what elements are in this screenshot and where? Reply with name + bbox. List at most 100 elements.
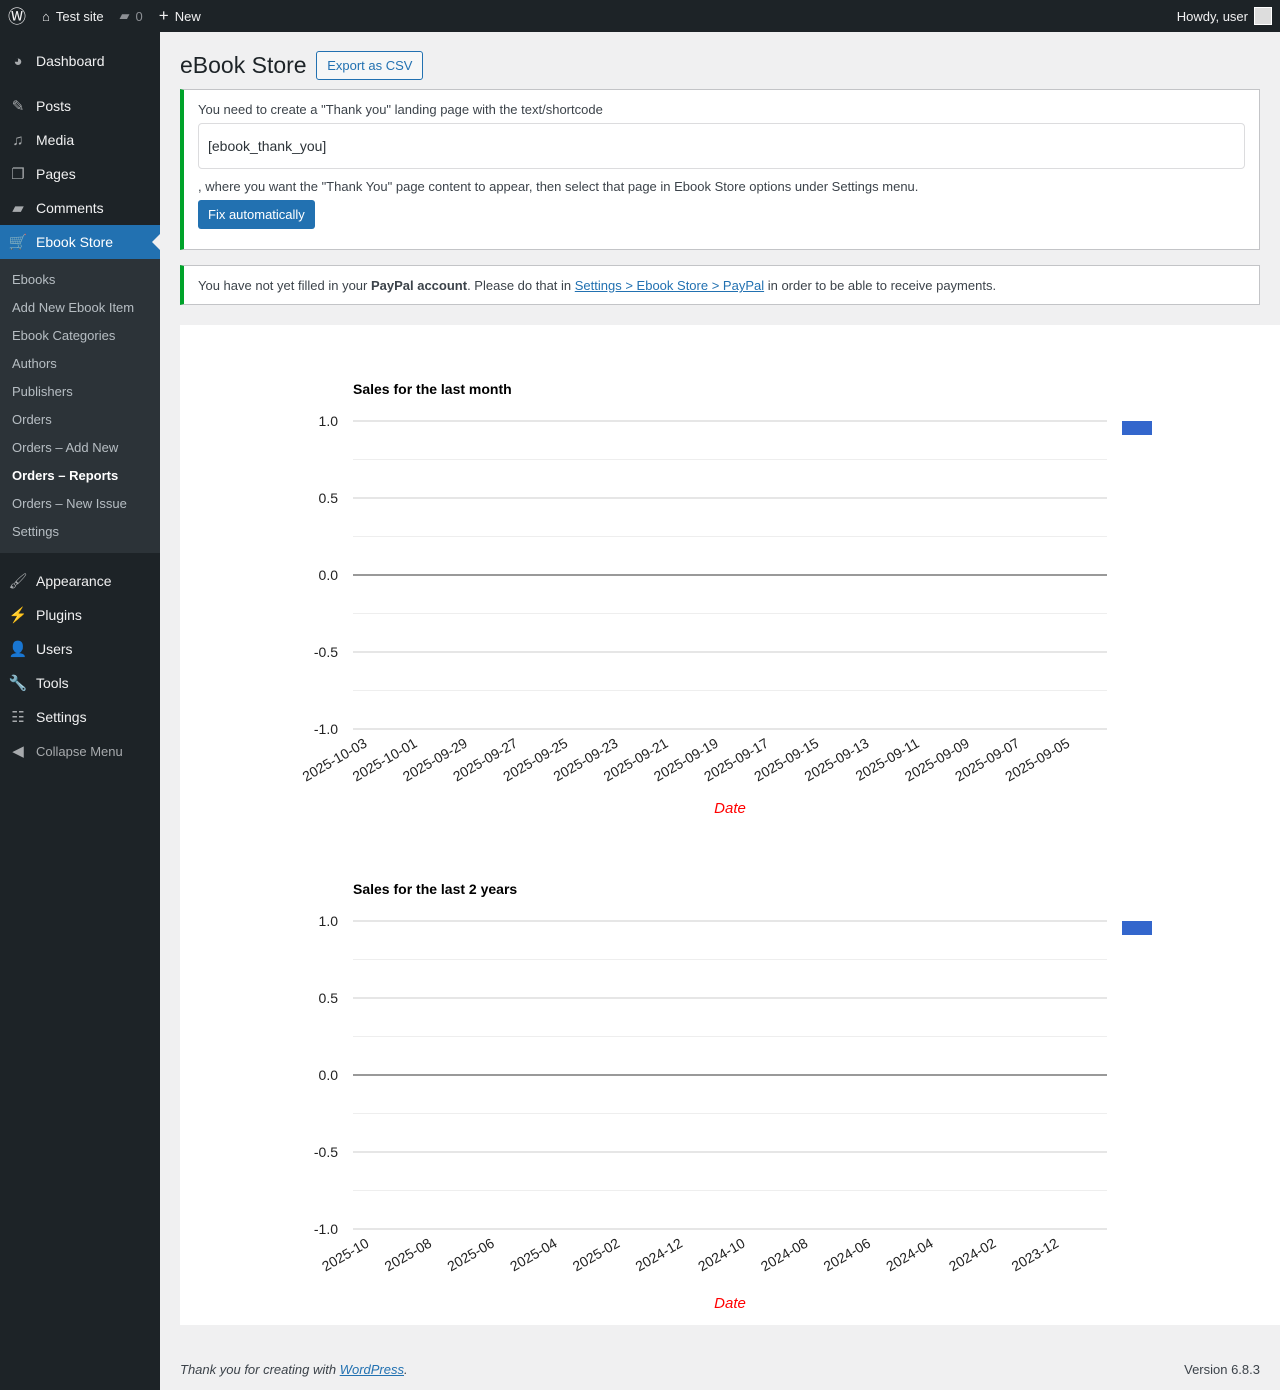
y-tick-label: -0.5 bbox=[314, 644, 338, 660]
comments-link[interactable]: ▰ 0 bbox=[112, 0, 151, 32]
footer-text: Thank you for creating with bbox=[180, 1362, 340, 1377]
sidebar-item-posts[interactable]: ✎ Posts bbox=[0, 89, 160, 123]
sidebar-item-pages[interactable]: ❐ Pages bbox=[0, 157, 160, 191]
legend-swatch bbox=[1122, 421, 1152, 435]
y-tick-label: -1.0 bbox=[314, 721, 338, 737]
comment-count: 0 bbox=[135, 8, 143, 24]
submenu-ebook-categories[interactable]: Ebook Categories bbox=[12, 328, 116, 343]
cart-icon: 🛒 bbox=[8, 234, 28, 251]
shortcode-field[interactable]: [ebook_thank_you] bbox=[198, 123, 1245, 169]
legend-swatch bbox=[1122, 921, 1152, 935]
new-content-link[interactable]: + New bbox=[151, 0, 209, 32]
label: Dashboard bbox=[36, 53, 105, 69]
submenu-authors[interactable]: Authors bbox=[12, 356, 57, 371]
brush-icon: 🖌 bbox=[8, 573, 28, 590]
x-axis-label: Date bbox=[714, 800, 746, 817]
sidebar-item-dashboard[interactable]: ◕ Dashboard bbox=[0, 44, 160, 78]
x-axis-label: Date bbox=[714, 1295, 746, 1312]
sidebar-item-comments[interactable]: ▰ Comments bbox=[0, 191, 160, 225]
pages-icon: ❐ bbox=[11, 166, 25, 183]
plus-icon: + bbox=[158, 6, 169, 25]
x-tick-label: 2023-12 bbox=[1009, 1235, 1062, 1275]
fix-automatically-button[interactable]: Fix automatically bbox=[198, 200, 315, 229]
sidebar-item-settings[interactable]: ☷ Settings bbox=[0, 700, 160, 734]
chart-title: Sales for the last 2 years bbox=[353, 881, 517, 897]
site-name: Test site bbox=[55, 8, 104, 24]
y-tick-label: 0.0 bbox=[319, 567, 339, 583]
user-icon: 👤 bbox=[8, 641, 28, 658]
paypal-settings-link[interactable]: Settings > Ebook Store > PayPal bbox=[574, 278, 765, 293]
x-tick-label: 2025-02 bbox=[570, 1235, 623, 1275]
page-title: eBook Store bbox=[180, 52, 307, 78]
x-tick-label: 2024-10 bbox=[695, 1235, 748, 1275]
y-tick-label: 0.5 bbox=[319, 990, 339, 1006]
label: Settings bbox=[36, 709, 87, 725]
sidebar-item-plugins[interactable]: ⚡ Plugins bbox=[0, 598, 160, 632]
x-tick-label: 2025-08 bbox=[382, 1235, 435, 1275]
submenu-orders-new-issue[interactable]: Orders – New Issue bbox=[12, 496, 127, 511]
thank-you-notice: You need to create a "Thank you" landing… bbox=[180, 89, 1260, 250]
collapse-icon: ◀ bbox=[12, 743, 24, 760]
y-tick-label: 1.0 bbox=[319, 413, 339, 429]
sidebar-item-media[interactable]: ♫ Media bbox=[0, 123, 160, 157]
chart-title: Sales for the last month bbox=[353, 381, 512, 397]
y-tick-label: -0.5 bbox=[314, 1144, 338, 1160]
y-tick-label: -1.0 bbox=[314, 1221, 338, 1237]
notice-text-2: , where you want the "Thank You" page co… bbox=[198, 179, 919, 194]
dashboard-icon: ◕ bbox=[13, 52, 23, 70]
notice-bold: PayPal account bbox=[370, 278, 468, 293]
version-text: Version 6.8.3 bbox=[1184, 1362, 1260, 1377]
x-tick-label: 2025-10 bbox=[319, 1235, 372, 1275]
label: Appearance bbox=[36, 573, 112, 589]
charts-svg: Sales for the last month 1.0 0.5 0.0 -0.5 -1.… bbox=[299, 381, 1152, 1312]
y-tick-label: 1.0 bbox=[319, 913, 339, 929]
label: Comments bbox=[36, 200, 104, 216]
collapse-menu-button[interactable]: ◀ Collapse Menu bbox=[0, 734, 160, 768]
account-menu[interactable]: Howdy, user bbox=[1169, 0, 1280, 32]
submenu-settings[interactable]: Settings bbox=[12, 524, 59, 539]
howdy-text: Howdy, user bbox=[1176, 8, 1248, 24]
notice-text: . Please do that in bbox=[467, 278, 575, 293]
main-content: eBook Store Export as CSV You need to cr… bbox=[180, 32, 1260, 305]
label: Ebook Store bbox=[36, 234, 114, 250]
site-link[interactable]: ⌂ Test site bbox=[34, 0, 112, 32]
new-label: New bbox=[174, 8, 201, 24]
submenu-orders-add-new[interactable]: Orders – Add New bbox=[12, 440, 119, 455]
x-tick-label: 2024-02 bbox=[946, 1235, 999, 1275]
pin-icon: ✎ bbox=[11, 98, 25, 115]
avatar bbox=[1254, 7, 1272, 25]
footer: Thank you for creating with WordPress. V… bbox=[180, 1362, 1260, 1377]
plugin-icon: ⚡ bbox=[8, 607, 28, 624]
home-icon: ⌂ bbox=[42, 8, 50, 24]
submenu-ebooks[interactable]: Ebooks bbox=[12, 272, 56, 287]
sidebar-item-appearance[interactable]: 🖌 Appearance bbox=[0, 564, 160, 598]
label: Media bbox=[36, 132, 75, 148]
wordpress-logo-icon[interactable]: Ⓦ bbox=[8, 7, 26, 27]
x-tick-label: 2024-04 bbox=[883, 1235, 936, 1275]
submenu-publishers[interactable]: Publishers bbox=[12, 384, 73, 399]
label: Users bbox=[36, 641, 73, 657]
notice-text: You need to create a "Thank you" landing… bbox=[198, 102, 603, 117]
notice-text: You have not yet filled in your bbox=[198, 278, 371, 293]
submenu-orders[interactable]: Orders bbox=[12, 412, 52, 427]
export-csv-button[interactable]: Export as CSV bbox=[316, 51, 424, 80]
wordpress-link[interactable]: WordPress bbox=[339, 1362, 404, 1377]
sidebar-item-tools[interactable]: 🔧 Tools bbox=[0, 666, 160, 700]
settings-icon: ☷ bbox=[11, 709, 25, 726]
charts-panel: Sales for the last month 1.0 0.5 0.0 -0.5 -1.… bbox=[180, 325, 1280, 1325]
admin-sidebar: ◕ Dashboard ✎ Posts ♫ Media ❐ Pages ▰ Comment… bbox=[0, 32, 160, 1390]
admin-bar: Ⓦ ⌂ Test site ▰ 0 + New Howdy, user bbox=[0, 0, 1280, 32]
label: Plugins bbox=[36, 607, 82, 623]
x-tick-label: 2025-06 bbox=[444, 1235, 497, 1275]
sidebar-item-ebook-store[interactable]: 🛒 Ebook Store bbox=[0, 225, 160, 259]
submenu-add-new-ebook[interactable]: Add New Ebook Item bbox=[12, 300, 135, 315]
label: Pages bbox=[36, 166, 76, 182]
submenu-orders-reports[interactable]: Orders – Reports bbox=[12, 468, 119, 483]
wrench-icon: 🔧 bbox=[8, 675, 28, 692]
x-tick-label: 2024-12 bbox=[632, 1235, 685, 1275]
x-tick-label: 2024-08 bbox=[758, 1235, 811, 1275]
comment-icon: ▰ bbox=[12, 200, 24, 217]
x-tick-label: 2025-04 bbox=[507, 1235, 560, 1275]
sidebar-item-users[interactable]: 👤 Users bbox=[0, 632, 160, 666]
notice-text: in order to be able to receive payments. bbox=[764, 278, 997, 293]
